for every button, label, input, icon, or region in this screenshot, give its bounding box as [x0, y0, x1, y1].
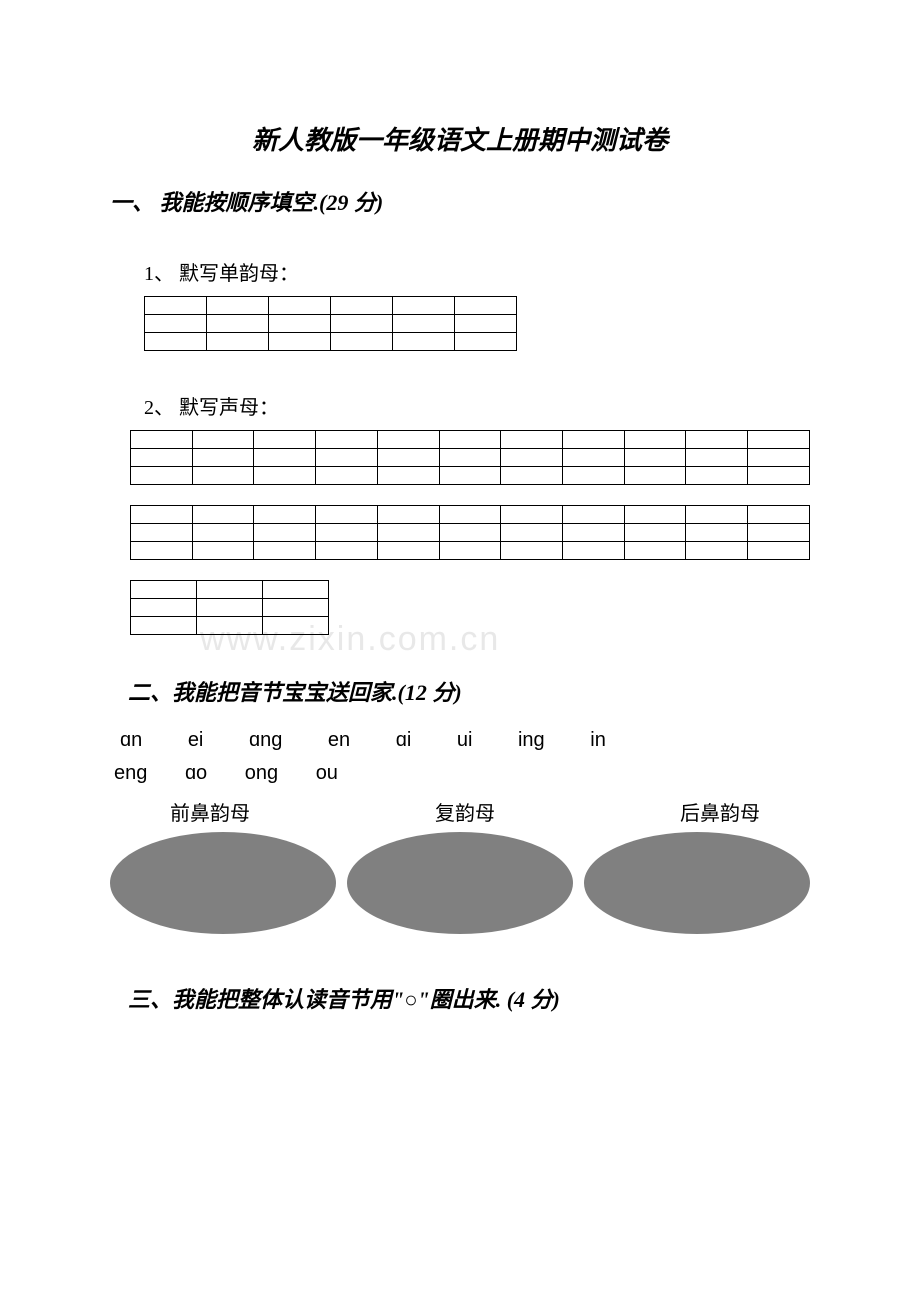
category-ellipse — [110, 832, 336, 934]
category-label: 后鼻韵母 — [680, 797, 760, 826]
section3-heading: 三、我能把整体认读音节用"○"圈出来. (4 分) — [128, 982, 810, 1014]
syllable: onɡ — [245, 762, 278, 785]
syllable-row-1: ɑn ei ɑnɡ en ɑi ui inɡ in — [120, 729, 810, 752]
syllable: inɡ — [518, 729, 545, 752]
syllable: ɑo — [185, 762, 207, 785]
syllable: ei — [188, 729, 204, 752]
section2-heading: 二、我能把音节宝宝送回家.(12 分) — [128, 675, 810, 707]
syllable: enɡ — [114, 762, 147, 785]
syllable: ou — [316, 762, 338, 785]
syllable-row-2: enɡ ɑo onɡ ou — [114, 762, 810, 785]
category-label: 前鼻韵母 — [170, 797, 250, 826]
category-labels-row: 前鼻韵母 复韵母 后鼻韵母 — [110, 797, 810, 826]
page-title: 新人教版一年级语文上册期中测试卷 — [110, 120, 810, 157]
page-content: 新人教版一年级语文上册期中测试卷 一、 我能按顺序填空.(29 分) 1、 默写… — [110, 120, 810, 1014]
category-ellipse — [347, 832, 573, 934]
syllable: en — [328, 729, 350, 752]
pinyin-grid-consonants-3 — [130, 580, 329, 635]
syllable: ui — [457, 729, 473, 752]
ellipse-row — [110, 832, 810, 934]
syllable: in — [590, 729, 606, 752]
section1-heading: 一、 我能按顺序填空.(29 分) — [110, 185, 810, 217]
category-ellipse — [584, 832, 810, 934]
syllable: ɑi — [396, 729, 412, 752]
category-label: 复韵母 — [435, 797, 495, 826]
pinyin-grid-consonants-1 — [130, 430, 810, 485]
pinyin-grid-vowels — [144, 296, 517, 351]
syllable: ɑnɡ — [249, 729, 282, 752]
section1-item1: 1、 默写单韵母： — [144, 257, 810, 286]
pinyin-grid-consonants-2 — [130, 505, 810, 560]
section1-item2: 2、 默写声母： — [144, 391, 810, 420]
syllable: ɑn — [120, 729, 142, 752]
